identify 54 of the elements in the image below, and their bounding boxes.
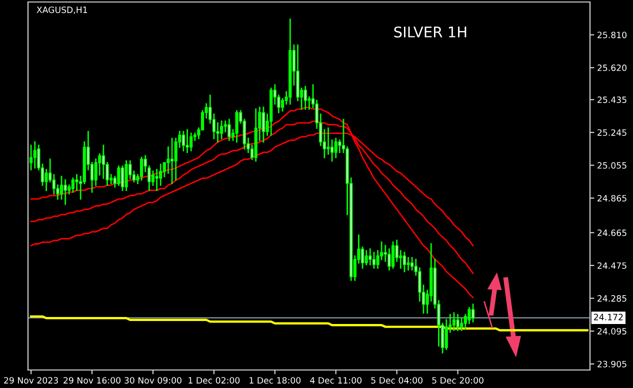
- candlestick: [304, 86, 307, 110]
- x-tick-label: 5 Dec 20:00: [432, 377, 484, 384]
- candlestick: [338, 140, 342, 154]
- y-tick-label: 24.285: [598, 295, 626, 302]
- candlestick: [235, 110, 238, 143]
- x-tick-label: 30 Nov 09:00: [124, 377, 182, 384]
- x-tick-label: 4 Dec 11:00: [310, 377, 362, 384]
- candlestick: [182, 130, 186, 152]
- candlestick: [368, 248, 372, 266]
- y-tick-label: 24.665: [598, 230, 626, 236]
- candlestick: [33, 141, 36, 169]
- candlestick: [155, 168, 158, 192]
- candlestick: [262, 106, 266, 143]
- y-tick-label: 25.620: [598, 64, 627, 72]
- candlestick: [406, 257, 410, 270]
- candlestick: [334, 138, 338, 158]
- candlestick: [220, 120, 224, 140]
- candlestick: [228, 118, 231, 141]
- y-tick-label: 24.095: [598, 328, 626, 335]
- candlestick: [29, 144, 33, 170]
- candlestick: [452, 312, 456, 331]
- candlestick: [190, 132, 193, 152]
- candlestick: [391, 241, 395, 269]
- candlestick: [140, 156, 144, 181]
- candlestick: [170, 138, 174, 184]
- candlestick: [364, 250, 368, 266]
- x-tick-label: 1 Dec 18:00: [250, 377, 301, 384]
- ref-line-label: 24.172: [594, 314, 623, 320]
- candlestick: [117, 165, 120, 186]
- y-tick-label: 25.055: [598, 162, 626, 169]
- x-tick-label: 5 Dec 04:00: [371, 377, 422, 384]
- candlestick: [372, 252, 376, 269]
- candlestick: [120, 165, 124, 192]
- candlestick: [471, 304, 475, 322]
- candlestick: [186, 129, 189, 154]
- candlestick: [402, 252, 406, 272]
- candlestick: [460, 317, 464, 331]
- candlestick: [71, 178, 75, 193]
- candlestick: [388, 248, 391, 270]
- y-tick-label: 24.475: [598, 262, 626, 269]
- candlestick: [64, 179, 67, 205]
- x-tick-label: 1 Dec 02:00: [188, 377, 240, 384]
- candlestick: [124, 160, 128, 192]
- y-tick-label: 25.245: [598, 129, 626, 136]
- y-tick-label: 23.905: [598, 360, 626, 368]
- x-tick-label: 29 Nov 2023: [4, 377, 58, 384]
- annotation: SILVER 1H: [394, 26, 466, 38]
- candlestick: [326, 127, 330, 155]
- chart-title: XAGUSD,H1: [36, 6, 88, 14]
- x-tick-label: 29 Nov 16:00: [64, 377, 120, 384]
- candlestick: [456, 314, 460, 331]
- y-tick-label: 25.810: [598, 32, 627, 38]
- y-tick-label: 25.435: [598, 96, 626, 104]
- y-tick-label: 24.865: [598, 194, 626, 202]
